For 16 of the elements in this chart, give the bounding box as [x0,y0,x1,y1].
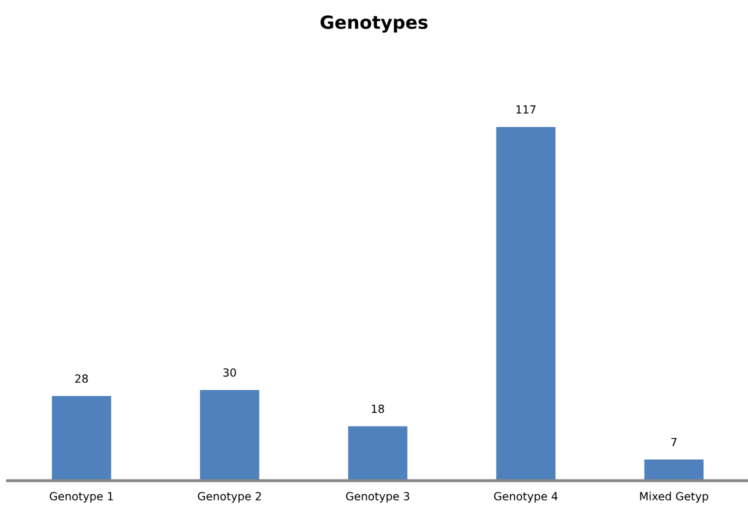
data-label: 28 [75,374,88,383]
x-tick-label: Genotype 1 [50,492,113,503]
bar [496,126,556,481]
bar [348,426,408,481]
x-tick-label: Genotype 2 [198,492,261,503]
x-tick-label: Mixed Getyp [640,492,708,503]
data-label: 7 [671,438,677,446]
x-tick-label: Genotype 4 [494,492,558,503]
bar [52,396,112,481]
bar [200,390,260,481]
bar [644,460,704,481]
data-label: 18 [372,404,384,414]
x-tick-label: Genotype 3 [346,492,410,503]
data-label: 30 [223,368,236,377]
chart-title: Genotypes [320,15,428,33]
data-label: 117 [516,105,536,114]
